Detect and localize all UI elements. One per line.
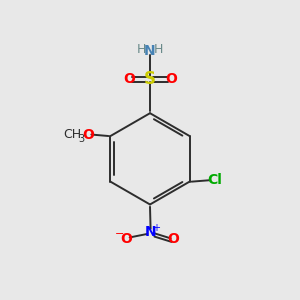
- Text: O: O: [123, 72, 135, 86]
- Text: 3: 3: [78, 134, 84, 144]
- Text: N: N: [145, 225, 156, 239]
- Text: CH: CH: [63, 128, 81, 141]
- Text: +: +: [152, 223, 160, 233]
- Text: N: N: [144, 44, 156, 58]
- Text: O: O: [121, 232, 132, 246]
- Text: O: O: [82, 128, 94, 142]
- Text: S: S: [144, 70, 156, 88]
- Text: H: H: [137, 43, 146, 56]
- Text: O: O: [165, 72, 177, 86]
- Text: H: H: [154, 43, 163, 56]
- Text: −: −: [115, 229, 125, 238]
- Text: Cl: Cl: [208, 173, 223, 187]
- Text: O: O: [168, 232, 179, 246]
